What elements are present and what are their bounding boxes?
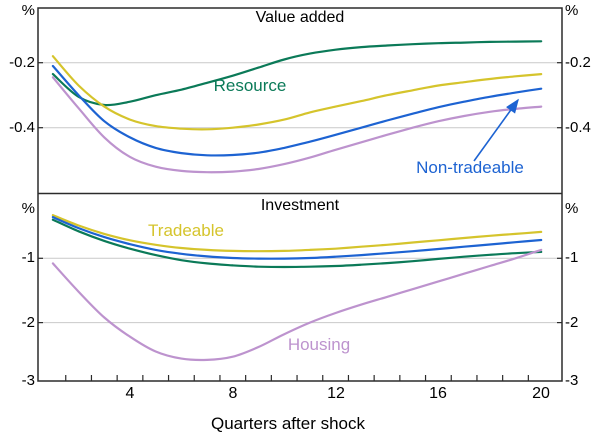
y-axis-tick-bottom-right-3: -3 (565, 372, 579, 389)
series-label-tradeable: Tradeable (148, 221, 224, 240)
y-axis-unit-bottom-right: % (565, 200, 579, 217)
y-axis-tick-bottom-right-1: -1 (565, 249, 579, 266)
x-axis-tick-8: 8 (228, 385, 238, 402)
series-label-housing: Housing (287, 335, 351, 354)
y-axis-tick-bottom-left-1: -1 (21, 249, 35, 266)
y-axis-tick-top-right-2: -0.4 (565, 119, 591, 136)
y-axis-tick-bottom-left-2: -2 (21, 314, 35, 331)
y-axis-tick-bottom-right-2: -2 (565, 314, 579, 331)
bottom-panel-title: Investment (260, 197, 340, 214)
x-axis-tick-20: 20 (532, 385, 550, 402)
series-label-resource: Resource (213, 76, 287, 95)
y-axis-tick-top-left-1: -0.2 (9, 54, 35, 71)
y-axis-unit-top-right: % (565, 2, 579, 19)
x-axis-tick-12: 12 (327, 385, 345, 402)
x-axis-title: Quarters after shock (210, 414, 365, 433)
x-axis-tick-4: 4 (125, 385, 135, 402)
y-axis-unit-bottom-left: % (21, 200, 35, 217)
top-panel-title: Value added (255, 9, 345, 26)
y-axis-unit-top-left: % (21, 2, 35, 19)
y-axis-tick-top-left-2: -0.4 (9, 119, 35, 136)
y-axis-tick-top-right-1: -0.2 (565, 54, 591, 71)
x-axis-tick-16: 16 (429, 385, 447, 402)
y-axis-tick-bottom-left-3: -3 (21, 372, 35, 389)
series-label-non-tradeable: Non-tradeable (416, 158, 524, 177)
